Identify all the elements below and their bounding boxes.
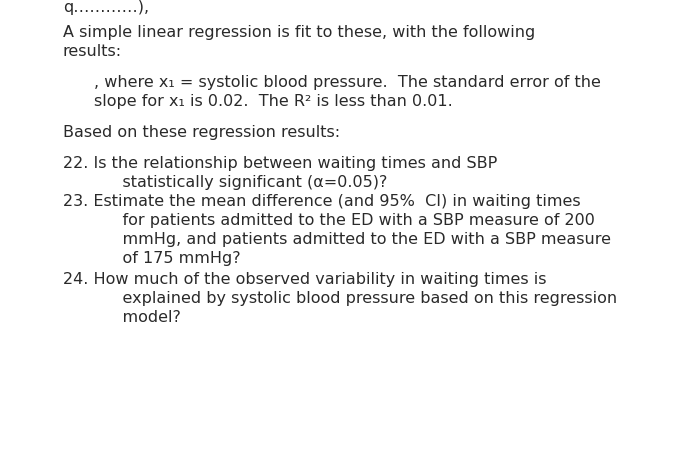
Text: , where x₁ = systolic blood pressure.  The standard error of the: , where x₁ = systolic blood pressure. Th… — [94, 75, 601, 90]
Text: explained by systolic blood pressure based on this regression: explained by systolic blood pressure bas… — [102, 291, 617, 306]
Text: 23. Estimate the mean difference (and 95%  CI) in waiting times: 23. Estimate the mean difference (and 95… — [63, 194, 580, 209]
Text: slope for x₁ is 0.02.  The R² is less than 0.01.: slope for x₁ is 0.02. The R² is less tha… — [94, 94, 454, 109]
Text: statistically significant (α=0.05)?: statistically significant (α=0.05)? — [102, 175, 387, 190]
Text: model?: model? — [102, 310, 181, 325]
Text: Based on these regression results:: Based on these regression results: — [63, 125, 340, 140]
Text: 22. Is the relationship between waiting times and SBP: 22. Is the relationship between waiting … — [63, 156, 497, 171]
Text: results:: results: — [63, 44, 122, 59]
Text: of 175 mmHg?: of 175 mmHg? — [102, 251, 240, 266]
Text: mmHg, and patients admitted to the ED with a SBP measure: mmHg, and patients admitted to the ED wi… — [102, 232, 610, 247]
Text: A simple linear regression is fit to these, with the following: A simple linear regression is fit to the… — [63, 25, 536, 40]
Text: q…………),: q…………), — [63, 0, 149, 15]
Text: 24. How much of the observed variability in waiting times is: 24. How much of the observed variability… — [63, 272, 547, 287]
Text: for patients admitted to the ED with a SBP measure of 200: for patients admitted to the ED with a S… — [102, 213, 594, 228]
